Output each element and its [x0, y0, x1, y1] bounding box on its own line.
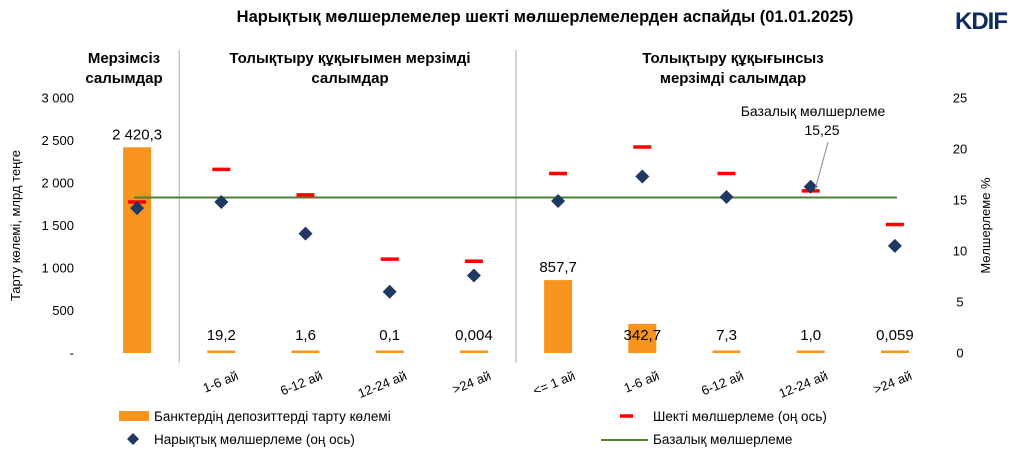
y2-tick-label: 5 — [956, 295, 963, 310]
y-tick-label: 500 — [52, 303, 74, 318]
market-rate-series — [130, 169, 902, 299]
group-label-3: мерзімді салымдар — [660, 70, 806, 87]
market-rate-point — [887, 238, 902, 253]
y2-axis-title: Мөлшерлеме % — [978, 177, 993, 274]
y2-tick-label: 20 — [953, 142, 967, 157]
legend-base-label: Базалық мөлшерлеме — [653, 432, 792, 447]
bar — [207, 350, 236, 353]
category-labels: 1-6 ай 6-12 ай 12-24 ай >24 ай <= 1 ай 1-6 ай… — [201, 368, 914, 401]
market-rate-point — [298, 226, 313, 241]
bar-value-label: 857,7 — [539, 259, 577, 276]
category-label: 12-24 ай — [777, 368, 830, 401]
group-dividers — [178, 50, 517, 363]
bar — [123, 147, 152, 353]
annotation-text: Базалық мөлшерлеме — [741, 103, 886, 119]
market-rate-point — [635, 169, 650, 184]
bar-series — [123, 147, 909, 353]
bar — [375, 350, 404, 353]
market-rate-point — [803, 179, 818, 194]
category-label: 1-6 ай — [622, 368, 662, 396]
category-label: >24 ай — [871, 368, 914, 397]
y2-tick-label: 25 — [953, 91, 967, 106]
category-label: <= 1 ай — [531, 368, 578, 398]
y-tick-label: 2 000 — [41, 176, 74, 191]
y-tick-label: 1 500 — [41, 218, 74, 233]
annotation-leader — [814, 141, 829, 191]
left-axis: - 500 1 000 1 500 2 000 2 500 3 000 Тарту көлем… — [8, 91, 74, 361]
right-axis: 0 5 10 15 20 25 Мөлшерлеме % — [953, 91, 993, 361]
category-label: >24 ай — [450, 368, 493, 397]
group-label-2: салымдар — [311, 70, 388, 87]
y2-tick-label: 0 — [956, 346, 963, 361]
bar — [796, 350, 825, 353]
market-rate-point — [719, 189, 734, 204]
y-axis-title: Тарту көлемі, млрд теңге — [8, 150, 23, 301]
bar — [291, 350, 320, 353]
bar-value-label: 2 420,3 — [112, 126, 162, 143]
market-rate-point — [382, 284, 397, 299]
bar-value-label: 0,1 — [379, 327, 400, 344]
y-tick-label: 1 000 — [41, 261, 74, 276]
base-rate-annotation: Базалық мөлшерлеме 15,25 — [741, 103, 886, 191]
legend-bar-swatch — [119, 411, 149, 421]
y2-tick-label: 15 — [953, 193, 967, 208]
y2-tick-label: 10 — [953, 244, 967, 259]
y-tick-label: - — [70, 346, 74, 361]
bar-value-label: 1,0 — [800, 327, 821, 344]
group-label-2: Толықтыру құқығымен мерзімді — [229, 50, 470, 67]
bar-value-labels: 2 420,3 19,2 1,6 0,1 0,004 857,7 342,7 7,3 1,0 0,… — [112, 126, 914, 344]
bar — [459, 350, 488, 353]
kdif-logo: KDIF — [955, 8, 1007, 35]
bar — [880, 350, 909, 353]
group-label-3: Толықтыру құқығынсыз — [642, 50, 823, 67]
legend-bar-label: Банктердің депозиттерді тарту көлемі — [154, 409, 391, 424]
legend-limit-label: Шекті мөлшерлеме (оң ось) — [653, 409, 827, 424]
bar-value-label: 342,7 — [624, 327, 662, 344]
bar — [544, 280, 573, 353]
market-rate-point — [551, 194, 566, 209]
bar-value-label: 7,3 — [716, 327, 737, 344]
y-tick-label: 2 500 — [41, 133, 74, 148]
bar-value-label: 19,2 — [207, 327, 236, 344]
legend-market-swatch — [127, 433, 139, 445]
group-label-1: Мерзімсіз — [88, 50, 160, 67]
y-tick-label: 3 000 — [41, 91, 74, 106]
category-label: 12-24 ай — [356, 368, 409, 401]
category-label: 6-12 ай — [278, 368, 325, 398]
category-label: 6-12 ай — [699, 368, 746, 398]
group-label-1: салымдар — [85, 70, 162, 87]
annotation-value: 15,25 — [804, 122, 839, 138]
market-rate-point — [214, 195, 229, 210]
legend-market-label: Нарықтық мөлшерлеме (оң ось) — [154, 432, 355, 447]
bar-value-label: 0,004 — [455, 327, 493, 344]
bar-value-label: 0,059 — [876, 327, 914, 344]
market-rate-point — [466, 268, 481, 283]
chart-legend: Банктердің депозиттерді тарту көлемі Шект… — [119, 409, 827, 447]
bar-value-label: 1,6 — [295, 327, 316, 344]
group-labels: Мерзімсіз салымдар Толықтыру құқығымен мер… — [85, 50, 823, 87]
bar — [628, 323, 657, 353]
chart-title: Нарықтық мөлшерлемелер шекті мөлшерлемел… — [237, 8, 854, 26]
bar — [712, 350, 741, 353]
category-label: 1-6 ай — [201, 368, 241, 396]
market-rate-point — [130, 201, 145, 216]
